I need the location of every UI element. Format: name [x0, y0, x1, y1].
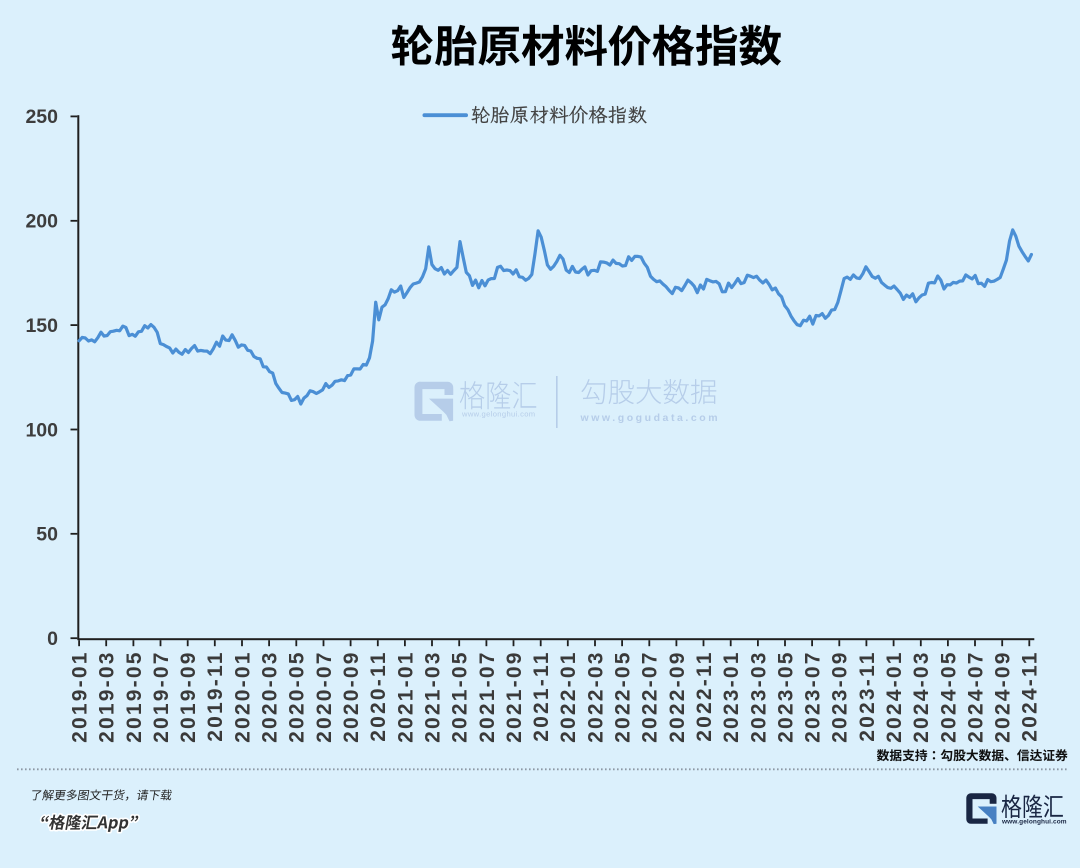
svg-text:2021-11: 2021-11 — [530, 650, 553, 741]
svg-text:2022-05: 2022-05 — [612, 650, 635, 742]
svg-text:2024-09: 2024-09 — [992, 650, 1015, 742]
svg-text:2022-07: 2022-07 — [639, 650, 662, 742]
svg-text:2019-11: 2019-11 — [204, 650, 227, 741]
svg-text:150: 150 — [25, 315, 58, 337]
svg-text:100: 100 — [25, 419, 58, 441]
svg-text:2019-09: 2019-09 — [177, 650, 200, 742]
svg-text:2023-03: 2023-03 — [747, 650, 770, 742]
svg-text:2024-01: 2024-01 — [883, 650, 906, 742]
svg-text:2021-03: 2021-03 — [421, 650, 444, 742]
svg-text:2019-03: 2019-03 — [96, 650, 119, 742]
svg-text:250: 250 — [25, 106, 58, 128]
svg-text:2022-11: 2022-11 — [693, 650, 716, 741]
svg-text:2024-07: 2024-07 — [964, 650, 987, 742]
svg-text:2021-01: 2021-01 — [394, 650, 417, 742]
svg-text:www.gelonghui.com: www.gelonghui.com — [461, 410, 536, 419]
svg-text:2019-07: 2019-07 — [150, 650, 173, 742]
svg-text:2021-05: 2021-05 — [449, 650, 472, 742]
svg-text:2021-09: 2021-09 — [503, 650, 526, 742]
svg-text:2022-09: 2022-09 — [666, 650, 689, 742]
svg-text:www.gelonghui.com: www.gelonghui.com — [1001, 819, 1067, 826]
svg-text:2023-07: 2023-07 — [802, 650, 825, 742]
svg-text:2024-03: 2024-03 — [910, 650, 933, 742]
svg-text:2019-01: 2019-01 — [69, 650, 92, 742]
svg-text:2023-11: 2023-11 — [856, 650, 879, 741]
svg-text:2019-05: 2019-05 — [123, 650, 146, 742]
svg-text:2020-03: 2020-03 — [259, 650, 282, 742]
svg-text:2024-05: 2024-05 — [937, 650, 960, 742]
svg-text:50: 50 — [36, 524, 58, 546]
svg-text:200: 200 — [25, 211, 58, 233]
svg-text:2021-07: 2021-07 — [476, 650, 499, 742]
svg-text:2020-09: 2020-09 — [340, 650, 363, 742]
svg-text:2023-01: 2023-01 — [720, 650, 743, 742]
svg-text:2023-09: 2023-09 — [829, 650, 852, 742]
svg-text:2024-11: 2024-11 — [1019, 650, 1042, 741]
svg-text:2020-05: 2020-05 — [286, 650, 309, 742]
svg-text:2020-11: 2020-11 — [367, 650, 390, 741]
svg-text:2023-05: 2023-05 — [774, 650, 797, 742]
svg-text:2020-07: 2020-07 — [313, 650, 336, 742]
svg-text:2022-03: 2022-03 — [584, 650, 607, 742]
svg-text:2022-01: 2022-01 — [557, 650, 580, 742]
svg-text:2020-01: 2020-01 — [231, 650, 254, 742]
svg-text:www.gogudata.com: www.gogudata.com — [580, 412, 721, 424]
svg-text:0: 0 — [47, 628, 58, 650]
